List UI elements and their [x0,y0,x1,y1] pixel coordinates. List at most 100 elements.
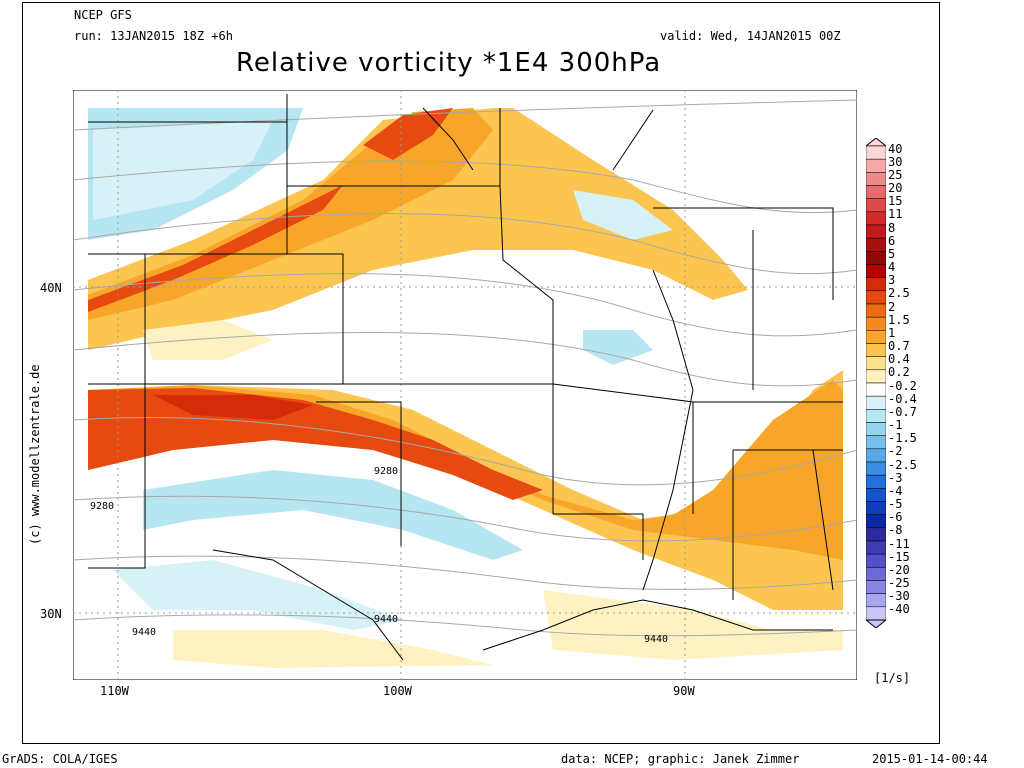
vorticity-field [113,560,403,630]
colorbar-label: -11 [888,536,910,551]
colorbar-label: 40 [888,141,903,156]
plot-frame [22,2,940,744]
colorbar-label: 4 [888,260,896,275]
colorbar-swatch [866,369,886,384]
colorbar-swatch [866,514,886,529]
vorticity-map [73,90,857,680]
colorbar-swatch [866,527,886,542]
colorbar-cap-bottom [866,619,886,628]
vorticity-field [143,320,273,360]
colorbar-label: -0.2 [888,378,917,393]
colorbar-label: 20 [888,181,903,196]
colorbar-label: -5 [888,497,903,512]
colorbar-swatch [866,488,886,502]
colorbar-label: 5 [888,246,896,261]
vorticity-field [363,108,453,160]
footer-center: data: NCEP; graphic: Janek Zimmer [561,752,800,766]
colorbar-label: -4 [888,483,903,498]
footer-right: 2015-01-14-00:44 [872,752,988,766]
colorbar-label: -25 [888,576,910,591]
colorbar-swatch [866,343,886,357]
contour-label: 9440 [374,614,399,625]
colorbar-swatch [866,567,886,581]
colorbar-label: 8 [888,220,896,235]
colorbar-label: -2 [888,444,903,459]
colorbar-swatch [866,237,886,252]
colorbar-label: 15 [888,194,903,209]
colorbar-label: 6 [888,233,896,248]
colorbar-swatch [866,461,886,476]
colorbar-swatch [866,553,886,568]
model-name: NCEP GFS [74,8,132,22]
colorbar-label: 0.7 [888,339,910,354]
colorbar-swatch [866,606,886,621]
colorbar-label: 30 [888,154,903,169]
colorbar-swatch [866,198,886,213]
colorbar-label: 3 [888,273,896,288]
vorticity-field [88,185,343,312]
contour-label: 9280 [374,466,399,477]
colorbar-label: -0.7 [888,404,917,419]
colorbar-swatch [866,172,886,186]
vorticity-field [143,470,523,560]
colorbar-label: 0.4 [888,352,910,367]
colorbar-label: -3 [888,470,903,485]
colorbar-swatch [866,330,886,344]
vorticity-field [173,630,493,668]
colorbar-label: -0.4 [888,391,917,406]
colorbar-label: -2.5 [888,457,917,472]
colorbar-swatch [866,145,886,160]
lat-label-30n: 30N [40,607,62,621]
vorticity-field [153,395,313,420]
valid-time: valid: Wed, 14JAN2015 00Z [660,29,841,43]
colorbar-swatch [866,395,886,410]
colorbar-swatch [866,158,886,173]
lon-label-90w: 90W [673,684,695,698]
colorbar-label: 0.2 [888,365,910,380]
colorbar-swatch [866,474,886,489]
footer-left: GrADS: COLA/IGES [2,752,118,766]
colorbar-swatch [866,251,886,265]
vorticity-field [88,388,543,500]
height-contours [73,99,857,637]
colorbar-label: 2.5 [888,286,910,301]
colorbar-swatch [866,290,886,305]
colorbar-swatch [866,580,886,594]
colorbar-swatch [866,185,886,199]
colorbar-label: -1.5 [888,431,917,446]
vorticity-field [573,190,673,240]
colorbar-swatch [866,501,886,515]
colorbar-swatch [866,422,886,436]
colorbar-label: 1.5 [888,312,910,327]
vorticity-field [88,108,748,350]
colorbar-label: 1 [888,325,896,340]
colorbar-swatch [866,435,886,450]
colorbar-swatch [866,382,886,397]
lon-label-110w: 110W [100,684,129,698]
colorbar-swatch [866,316,886,331]
colorbar-cap-top [866,138,886,147]
contour-label: 9440 [644,634,669,645]
colorbar-label: -15 [888,549,910,564]
colorbar-swatch [866,303,886,318]
colorbar-swatch [866,540,886,555]
colorbar-label: -6 [888,510,903,525]
colorbar [866,138,886,628]
colorbar-label: -30 [888,589,910,604]
colorbar-swatch [866,448,886,463]
colorbar-swatch [866,356,886,371]
vorticity-field [543,590,843,660]
colorbar-label: -20 [888,562,910,577]
colorbar-swatch [866,277,886,292]
colorbar-swatch [866,593,886,608]
colorbar-swatch [866,264,886,278]
vorticity-field [583,330,653,365]
colorbar-swatch [866,409,886,423]
contour-label: 9280 [90,501,115,512]
colorbar-swatch [866,211,886,226]
map-title: Relative vorticity *1E4 300hPa [236,48,662,78]
run-info: run: 13JAN2015 18Z +6h [74,29,233,43]
colorbar-label: 25 [888,167,903,182]
side-credit: (c) www.modellzentrale.de [28,364,42,545]
lat-label-40n: 40N [40,281,62,295]
